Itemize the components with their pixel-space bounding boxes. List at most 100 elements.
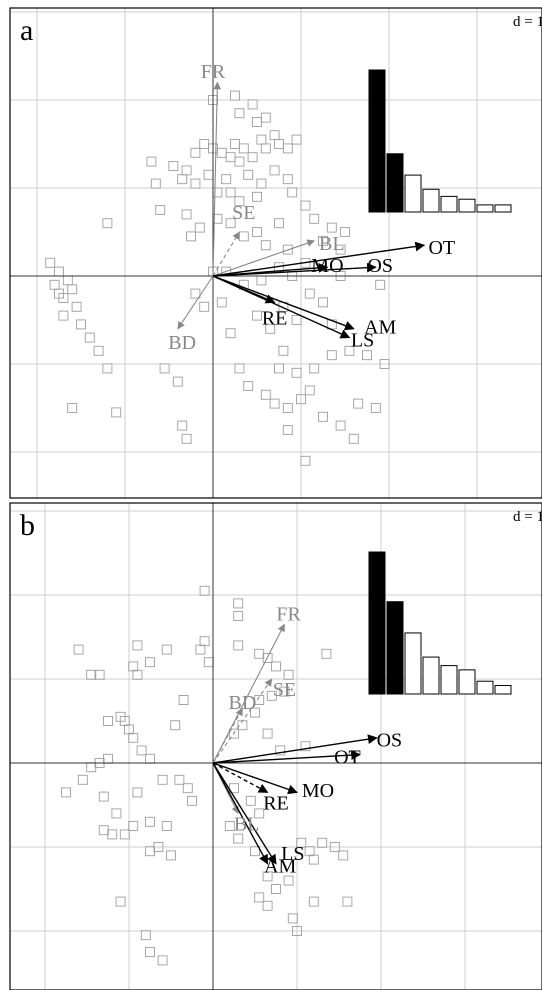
site-marker (107, 829, 118, 840)
site-marker (300, 200, 311, 211)
site-marker (260, 389, 271, 400)
site-marker (150, 178, 161, 189)
site-marker (291, 134, 302, 145)
eigenvalue-bar (386, 153, 404, 213)
eigenvalue-bar (476, 204, 494, 213)
site-marker (250, 707, 260, 718)
site-marker (199, 585, 210, 596)
site-marker (282, 403, 293, 413)
vector-arrow-se (212, 678, 273, 764)
site-marker (199, 139, 210, 149)
site-marker (260, 143, 271, 154)
site-marker (128, 661, 139, 672)
scale-label: d = 1 (513, 14, 542, 30)
vector-arrow-bd (212, 707, 243, 764)
site-marker (291, 315, 302, 325)
site-marker (182, 783, 193, 794)
site-marker (157, 774, 168, 785)
site-marker (225, 187, 236, 198)
site-marker (362, 350, 372, 361)
site-marker (140, 930, 151, 941)
eigenvalue-bar (476, 680, 494, 695)
eigenvalue-bar (404, 174, 422, 213)
site-marker (234, 156, 245, 167)
site-marker (216, 297, 227, 308)
vector-arrow-fr (212, 81, 222, 277)
vector-label-ls: LS (281, 843, 304, 865)
site-marker (271, 884, 281, 894)
site-marker (342, 896, 353, 907)
site-marker (278, 345, 289, 356)
site-marker (103, 753, 113, 764)
site-marker (282, 425, 293, 435)
site-marker (128, 821, 139, 831)
site-marker (49, 279, 60, 290)
site-marker (348, 433, 359, 444)
vector-label-re: RE (262, 308, 288, 330)
vector-label-os: OS (377, 730, 403, 752)
vector-arrow-ot (212, 241, 426, 277)
eigenvalue-bar (494, 684, 512, 695)
vector-arrow-os (212, 734, 378, 764)
eigenvalue-bar (422, 188, 440, 213)
site-marker (304, 385, 315, 396)
site-marker (321, 648, 332, 659)
site-marker (262, 653, 273, 663)
site-marker (199, 301, 210, 312)
vector-arrow-os (212, 262, 377, 277)
site-marker (61, 787, 71, 798)
site-marker (157, 955, 168, 966)
site-marker (166, 850, 176, 861)
eigenvalue-bar (368, 551, 386, 695)
site-marker (225, 218, 236, 229)
site-marker (229, 728, 239, 739)
site-marker (308, 896, 319, 907)
site-marker (271, 661, 281, 672)
site-marker (159, 363, 170, 374)
site-marker (233, 833, 244, 844)
site-marker (300, 741, 311, 752)
site-marker (309, 213, 320, 224)
site-marker (216, 147, 227, 158)
site-marker (296, 837, 307, 848)
site-marker (73, 644, 84, 655)
site-marker (335, 244, 346, 255)
site-marker (98, 791, 109, 802)
site-marker (254, 695, 265, 705)
site-marker (119, 829, 130, 840)
site-marker (177, 420, 188, 431)
eigenvalue-bar (494, 204, 512, 213)
site-marker (370, 403, 381, 413)
site-marker (203, 169, 214, 180)
site-marker (224, 821, 235, 831)
site-marker (269, 130, 280, 141)
site-marker (260, 112, 271, 123)
site-marker (247, 152, 258, 163)
site-marker (326, 222, 337, 233)
vector-arrow-re (212, 762, 269, 794)
eigenvalue-bar (422, 656, 440, 695)
site-marker (256, 275, 267, 286)
vector-arrow-se (212, 231, 240, 277)
site-marker (266, 690, 277, 701)
site-marker (282, 143, 293, 154)
site-marker (86, 762, 97, 773)
site-marker (103, 716, 113, 726)
site-marker (274, 218, 284, 229)
site-marker (233, 640, 244, 651)
site-marker (254, 892, 265, 903)
vector-arrow-bl (212, 239, 315, 277)
site-marker (254, 808, 265, 819)
site-marker (174, 774, 185, 785)
vector-arrow-fr (212, 623, 285, 764)
site-marker (45, 257, 56, 268)
site-marker (329, 842, 340, 852)
site-marker (309, 363, 320, 374)
site-marker (269, 398, 280, 409)
site-marker (326, 350, 337, 361)
vector-label-re: RE (263, 793, 289, 815)
site-marker (172, 376, 183, 387)
site-marker (58, 310, 69, 321)
vector-label-ot: OT (428, 237, 455, 259)
